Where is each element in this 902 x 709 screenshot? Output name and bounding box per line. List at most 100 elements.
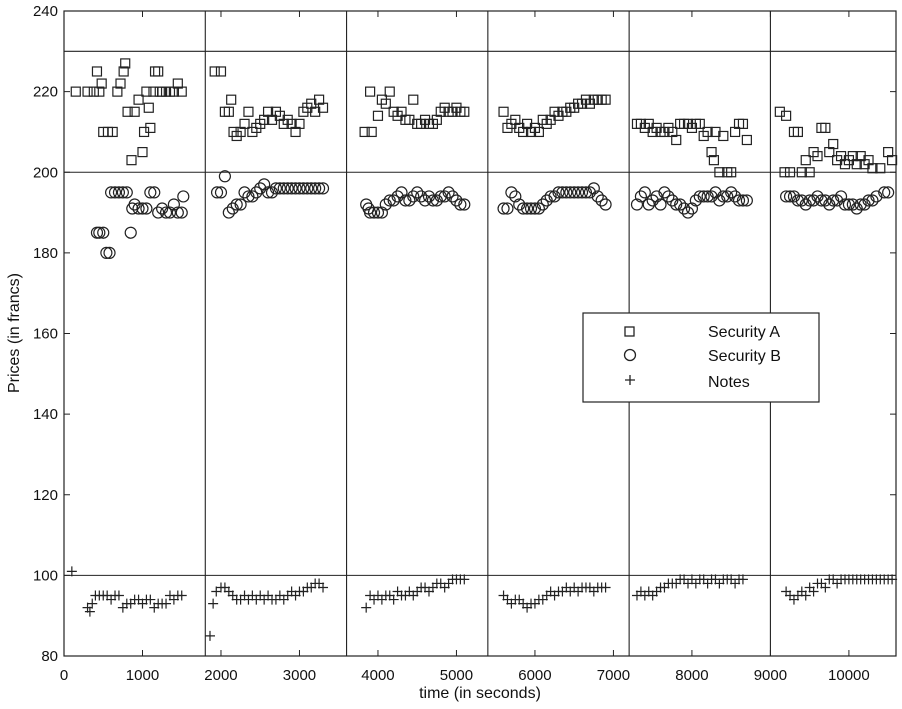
security-b-point [312, 182, 326, 195]
security-b-point [579, 186, 593, 199]
security-b-point [261, 186, 275, 199]
x-axis-ticks: 0 1000 2000 3000 4000 5000 6000 7000 8000 9000 100… [60, 11, 870, 684]
y-tick-label: 120 [33, 487, 58, 504]
security-b-point [791, 194, 804, 207]
security-b-point [854, 198, 867, 211]
security-b-point [387, 194, 400, 207]
x-tick-label: 10000 [828, 667, 870, 684]
security-a-point [671, 134, 682, 146]
security-b-point [375, 206, 388, 219]
security-b-point [638, 186, 651, 199]
security-b-point [246, 190, 259, 203]
security-a-point [143, 102, 154, 113]
notes-point [820, 582, 831, 593]
security-b-point [301, 182, 314, 195]
security-b-point [587, 182, 600, 195]
security-b-point [787, 190, 801, 203]
series-notes [66, 566, 898, 641]
security-b-point [732, 194, 746, 207]
security-b-point [171, 206, 184, 219]
security-b-point [136, 202, 149, 215]
security-b-point [528, 202, 542, 215]
security-b-point [815, 194, 828, 207]
security-b-point [850, 202, 863, 215]
notes-point [808, 586, 819, 597]
security-b-point [677, 202, 691, 215]
security-a-point [708, 155, 720, 166]
security-a-point [82, 86, 93, 97]
security-b-point [230, 198, 243, 211]
security-b-point [112, 186, 126, 199]
security-b-point [234, 198, 247, 211]
security-b-point [728, 190, 742, 203]
security-b-point [560, 186, 573, 199]
security-a-point [804, 167, 815, 178]
security-b-point [630, 198, 644, 211]
security-b-point [524, 202, 538, 215]
security-b-point [705, 190, 718, 203]
security-b-point [422, 190, 436, 203]
security-b-point [831, 194, 844, 207]
notes-point [176, 590, 187, 601]
security-b-point [297, 182, 310, 195]
x-tick-label: 8000 [675, 667, 708, 684]
security-b-point [163, 206, 177, 219]
security-a-point [226, 94, 237, 105]
y-axis-label: Prices (in francs) [6, 273, 23, 393]
notes-point [82, 602, 93, 613]
security-b-point [866, 194, 879, 207]
security-a-point [800, 155, 811, 166]
security-b-point [846, 198, 859, 211]
security-a-point [141, 86, 152, 97]
security-a-point [115, 78, 126, 89]
security-a-point [70, 86, 81, 97]
security-b-point [305, 182, 318, 195]
security-b-point [415, 190, 428, 203]
security-b-point [434, 190, 447, 203]
notes-point [113, 590, 124, 601]
security-b-point [540, 194, 553, 207]
security-b-point [273, 182, 286, 195]
security-b-point [736, 194, 750, 207]
security-b-point [780, 190, 793, 203]
security-b-point [646, 194, 659, 207]
security-b-point [674, 198, 687, 211]
security-b-point [226, 202, 239, 215]
security-b-point [666, 194, 679, 207]
legend-circle-marker [623, 348, 637, 362]
security-a-point [498, 106, 509, 117]
notes-point [84, 606, 95, 617]
security-b-point [536, 198, 549, 211]
security-b-point [658, 186, 671, 199]
security-b-point [713, 194, 726, 207]
security-b-point [721, 190, 734, 203]
security-b-point [497, 202, 510, 215]
security-b-point [316, 182, 330, 195]
security-b-point [285, 182, 298, 195]
notes-point [204, 630, 215, 641]
security-b-point [175, 206, 188, 219]
security-a-point [365, 86, 376, 97]
security-b-point [520, 202, 534, 215]
legend-label-security-a: Security A [708, 324, 780, 341]
security-a-point [741, 134, 752, 146]
security-b-point [878, 186, 891, 199]
security-b-point [709, 186, 722, 199]
security-b-point [152, 206, 165, 219]
security-b-point [701, 190, 714, 203]
y-tick-label: 220 [33, 84, 58, 101]
security-a-point [112, 86, 123, 97]
security-b-point [509, 190, 522, 203]
security-b-point [740, 194, 753, 207]
y-tick-label: 140 [33, 406, 58, 423]
security-a-point [120, 58, 131, 69]
security-b-point [265, 186, 279, 199]
security-a-point [820, 122, 831, 134]
x-tick-label: 0 [60, 667, 68, 684]
notes-point [87, 598, 98, 609]
security-b-point [799, 198, 812, 211]
security-b-point [870, 190, 883, 203]
security-b-point [281, 182, 294, 195]
security-a-point [133, 94, 144, 105]
